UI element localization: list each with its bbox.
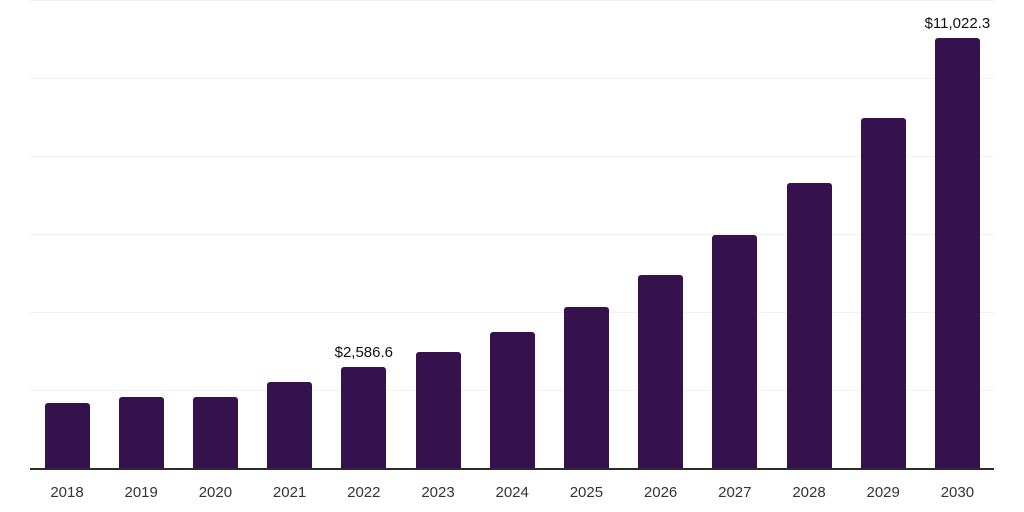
bar-2022 (341, 367, 387, 468)
x-tick-2030: 2030 (940, 484, 975, 501)
x-tick-2023: 2023 (421, 484, 455, 501)
gridline-8000 (30, 156, 994, 157)
gridline-6000 (30, 234, 994, 235)
gridline-10000 (30, 78, 994, 79)
x-tick-2020: 2020 (198, 484, 233, 501)
bar-2019 (118, 397, 164, 468)
bar-2030 (934, 38, 980, 468)
bar-2023 (415, 351, 461, 468)
bar-2028 (786, 182, 832, 468)
bar-2027 (712, 234, 758, 468)
data-label-2030: $11,022.3 (924, 15, 991, 33)
plot-area: $2,586.6 $11,022.3 (30, 0, 994, 470)
x-tick-2028: 2028 (792, 484, 826, 501)
data-label-2022: $2,586.6 (334, 344, 393, 362)
bar-2029 (860, 117, 906, 468)
x-axis: 2018 2019 2020 2021 2022 2023 2024 2025 2026 2027… (30, 470, 994, 512)
x-tick-2021: 2021 (272, 484, 307, 501)
x-tick-2025: 2025 (569, 484, 604, 501)
x-tick-2024: 2024 (495, 484, 529, 501)
bar-2018 (44, 403, 90, 468)
x-tick-2018: 2018 (50, 484, 84, 501)
x-tick-2019: 2019 (124, 484, 158, 501)
bar-2020 (192, 397, 238, 468)
bar-2026 (638, 274, 684, 468)
x-tick-2029: 2029 (866, 484, 900, 501)
bar-2024 (489, 332, 535, 468)
bar-2025 (563, 306, 609, 468)
x-tick-2027: 2027 (718, 484, 752, 501)
gridline-4000 (30, 312, 994, 313)
bar-2021 (267, 382, 313, 468)
x-tick-2026: 2026 (643, 484, 678, 501)
gridline-12000 (30, 0, 994, 1)
x-tick-2022: 2022 (347, 484, 381, 501)
